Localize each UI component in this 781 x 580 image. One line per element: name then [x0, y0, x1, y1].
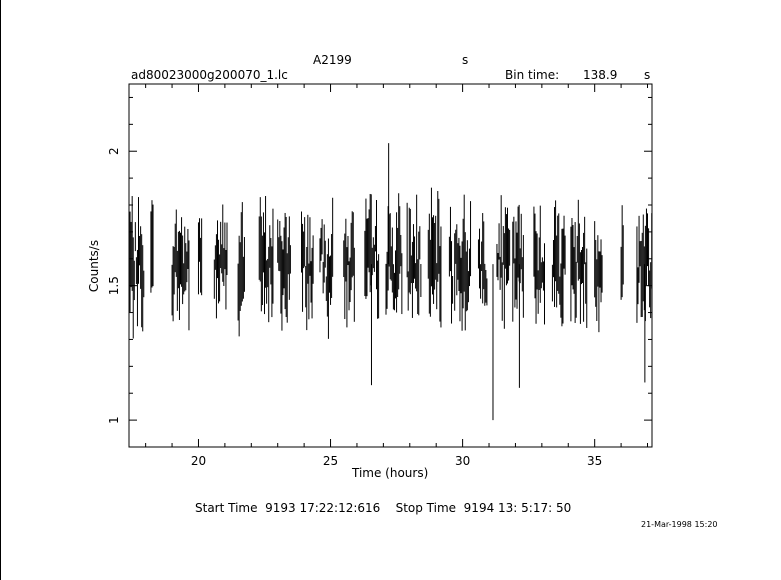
bin-time-label: Bin time: [505, 68, 560, 82]
y-axis-label: Counts/s [87, 240, 101, 292]
y-tick-label: 1.5 [107, 276, 121, 295]
bin-time-value: 138.9 [583, 68, 618, 82]
y-tick-label: 2 [107, 147, 121, 155]
date-stamp: 21-Mar-1998 15:20 [641, 520, 718, 529]
x-tick-label: 25 [323, 454, 338, 468]
x-tick-label: 30 [455, 454, 470, 468]
axis-ticks [129, 84, 652, 448]
x-tick-label: 35 [587, 454, 602, 468]
light-curve-series [128, 143, 653, 421]
y-tick-label: 1 [107, 416, 121, 424]
x-tick-label: 20 [191, 454, 206, 468]
chart-title-suffix: s [462, 53, 469, 67]
axis-tick-labels: 20 25 30 35 1 1.5 2 [107, 147, 602, 468]
plot-frame [128, 83, 653, 448]
bin-time-unit: s [644, 68, 651, 82]
window-left-border [0, 0, 1, 580]
time-range-footer: Start Time 9193 17:22:12:616 Stop Time 9… [195, 501, 572, 515]
x-axis-label: Time (hours) [352, 466, 429, 480]
file-name-label: ad80023000g200070_1.lc [131, 68, 288, 82]
chart-title: A2199 [313, 53, 352, 67]
